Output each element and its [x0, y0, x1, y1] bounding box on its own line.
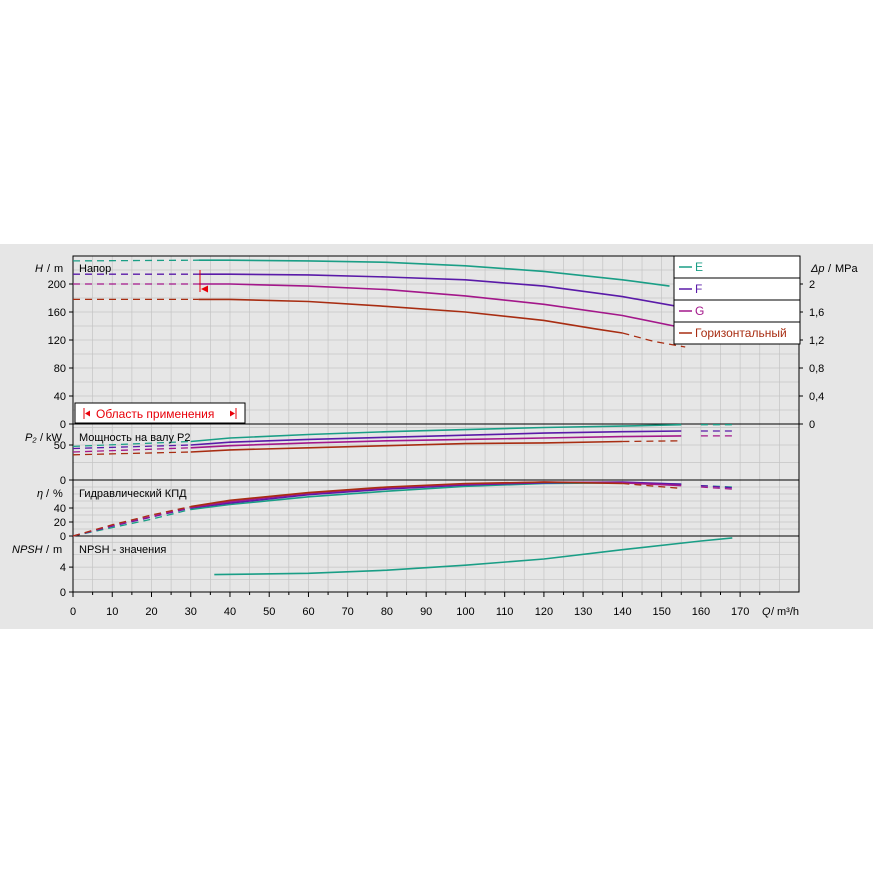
series-efficiency-0-dashed — [72, 508, 191, 537]
x-tick-label: 130 — [574, 606, 592, 618]
series-head-1-solid — [198, 273, 682, 308]
x-tick-label: 110 — [496, 606, 514, 618]
legend: E F G Горизонтальный — [673, 255, 801, 345]
legend-label-horizontal: Горизонтальный — [695, 326, 787, 340]
power-axis-sep: / — [40, 432, 44, 444]
efficiency-axis-symbol: η — [37, 488, 43, 500]
pressure-axis-sep: / — [828, 263, 832, 275]
axes — [69, 255, 803, 597]
series-head-3-dashed-tail — [622, 332, 686, 348]
series-efficiency-2-dashed-tail — [700, 486, 733, 490]
x-tick-label: 120 — [535, 606, 553, 618]
x-tick-label: 170 — [731, 606, 749, 618]
x-tick-label: 60 — [302, 606, 314, 618]
y2-tick-label: 1,6 — [809, 307, 824, 319]
series-efficiency-1-dashed — [72, 507, 191, 537]
y-tick-label: 40 — [54, 503, 66, 515]
head-axis-unit: m — [54, 263, 63, 275]
series-power-1-solid — [190, 430, 682, 446]
series-power-0-solid — [190, 423, 682, 443]
panel-frame-npsh — [72, 535, 800, 593]
x-tick-label: 70 — [342, 606, 354, 618]
pressure-axis-symbol: Δp — [810, 263, 825, 275]
y2-tick-label: 0,4 — [809, 391, 824, 403]
panel-title-efficiency: Гидравлический КПД — [79, 488, 187, 500]
range-start-marker — [199, 270, 208, 293]
x-tick-label: 20 — [145, 606, 157, 618]
y-tick-label: 200 — [48, 279, 66, 291]
y-tick-label: 20 — [54, 517, 66, 529]
pressure-axis-unit: MPa — [835, 263, 859, 275]
npsh-axis-symbol: NPSH — [12, 544, 43, 556]
application-range-label: Область применения — [96, 407, 214, 421]
x-tick-label: 100 — [456, 606, 474, 618]
npsh-axis-unit: m — [53, 544, 62, 556]
series-power-1-dashed — [72, 444, 191, 450]
x-tick-label: 30 — [185, 606, 197, 618]
y-tick-label: 80 — [54, 363, 66, 375]
y2-tick-label: 0,8 — [809, 363, 824, 375]
head-axis-symbol: H — [35, 263, 43, 275]
series-power-2-dashed — [72, 447, 191, 453]
x-axis-sep: / — [771, 606, 775, 618]
series-power-2-solid — [190, 435, 682, 449]
y-tick-label: 0 — [60, 587, 66, 599]
data-series — [72, 259, 733, 576]
series-power-3-dashed — [72, 451, 191, 456]
y-tick-label: 160 — [48, 307, 66, 319]
y-tick-label: 40 — [54, 391, 66, 403]
x-tick-label: 150 — [652, 606, 670, 618]
x-axis-symbol: Q — [762, 606, 771, 618]
efficiency-axis-sep: / — [46, 488, 50, 500]
series-power-0-dashed — [72, 440, 191, 448]
x-tick-label: 40 — [224, 606, 236, 618]
y2-tick-label: 0 — [809, 419, 815, 431]
y-tick-label: 0 — [60, 475, 66, 487]
npsh-axis-sep: / — [46, 544, 50, 556]
series-head-2-solid — [198, 283, 733, 339]
application-range-box: Область применения — [74, 402, 246, 424]
y-tick-label: 0 — [60, 531, 66, 543]
legend-label-f: F — [695, 282, 702, 296]
series-head-0-solid — [198, 259, 670, 287]
panel-title-power: Мощность на валу P2 — [79, 432, 191, 444]
series-power-3-solid — [190, 440, 623, 453]
x-tick-label: 90 — [420, 606, 432, 618]
x-axis-unit: m³/h — [777, 606, 799, 618]
y-tick-label: 0 — [60, 419, 66, 431]
efficiency-axis-unit: % — [53, 488, 63, 500]
x-tick-label: 50 — [263, 606, 275, 618]
series-head-3-solid — [198, 298, 623, 334]
y2-tick-label: 1,2 — [809, 335, 824, 347]
series-head-0-dashed — [72, 259, 199, 262]
series-efficiency-3-solid — [190, 481, 623, 508]
series-efficiency-2-dashed — [72, 506, 191, 537]
panel-title-head: Напор — [79, 263, 111, 275]
y2-tick-label: 2 — [809, 279, 815, 291]
head-axis-sep: / — [47, 263, 51, 275]
series-npsh-0-solid — [214, 537, 733, 576]
series-efficiency-3-dashed-tail — [622, 482, 682, 490]
x-tick-label: 140 — [613, 606, 631, 618]
x-tick-label: 10 — [106, 606, 118, 618]
x-tick-label: 80 — [381, 606, 393, 618]
power-axis-unit: kW — [46, 432, 63, 444]
x-tick-label: 160 — [692, 606, 710, 618]
series-power-3-dashed-tail — [622, 440, 682, 443]
series-efficiency-1-dashed-tail — [700, 484, 733, 489]
legend-label-e: E — [695, 260, 703, 274]
legend-label-g: G — [695, 304, 704, 318]
panel-title-npsh: NPSH - значения — [79, 544, 166, 556]
power-axis-symbol: P₂ — [25, 432, 37, 444]
x-tick-label: 0 — [70, 606, 76, 618]
y-tick-label: 120 — [48, 335, 66, 347]
y-tick-label: 4 — [60, 562, 66, 574]
series-efficiency-3-dashed — [72, 505, 191, 537]
y-tick-label: 50 — [54, 440, 66, 452]
